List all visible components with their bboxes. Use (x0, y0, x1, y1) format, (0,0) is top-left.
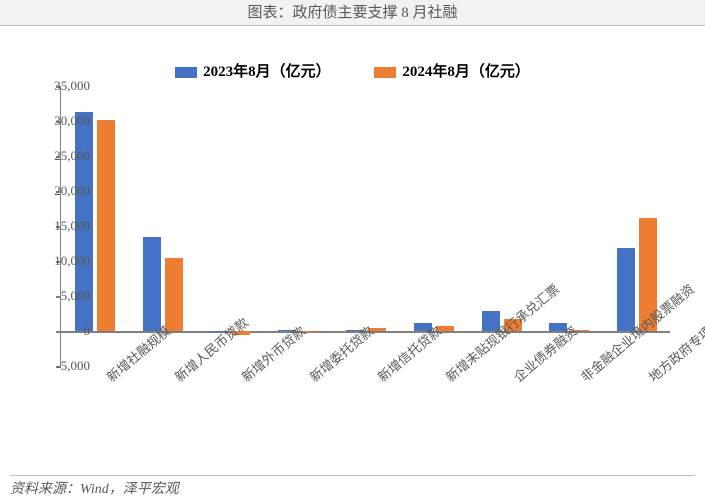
legend-label-2024: 2024年8月（亿元） (402, 64, 530, 80)
legend: 2023年8月（亿元） 2024年8月（亿元） (0, 60, 705, 81)
legend-label-2023: 2023年8月（亿元） (203, 64, 331, 80)
legend-item-2023: 2023年8月（亿元） (175, 60, 331, 81)
y-tick-label: 5,000 (40, 288, 90, 304)
y-tick-label: 30,000 (40, 113, 90, 129)
legend-item-2024: 2024年8月（亿元） (374, 60, 530, 81)
bar-2024 (165, 258, 183, 331)
y-tick-label: -5,000 (40, 358, 90, 374)
y-tick-label: 25,000 (40, 148, 90, 164)
chart-title: 图表：政府债主要支撑 8 月社融 (0, 0, 705, 26)
legend-swatch-2023 (175, 67, 197, 78)
chart-area: 2023年8月（亿元） 2024年8月（亿元） -5,000 0 5,000 10,0… (0, 26, 705, 476)
y-tick-label: 20,000 (40, 183, 90, 199)
bar-2023 (617, 248, 635, 331)
source-footer: 资料来源：Wind，泽平宏观 (10, 475, 695, 498)
bar-2023 (143, 237, 161, 331)
y-tick-label: 10,000 (40, 253, 90, 269)
y-tick-label: 35,000 (40, 78, 90, 94)
bar-2024 (97, 120, 115, 331)
legend-swatch-2024 (374, 67, 396, 78)
y-tick-label: 15,000 (40, 218, 90, 234)
y-tick-label: 0 (40, 323, 90, 339)
